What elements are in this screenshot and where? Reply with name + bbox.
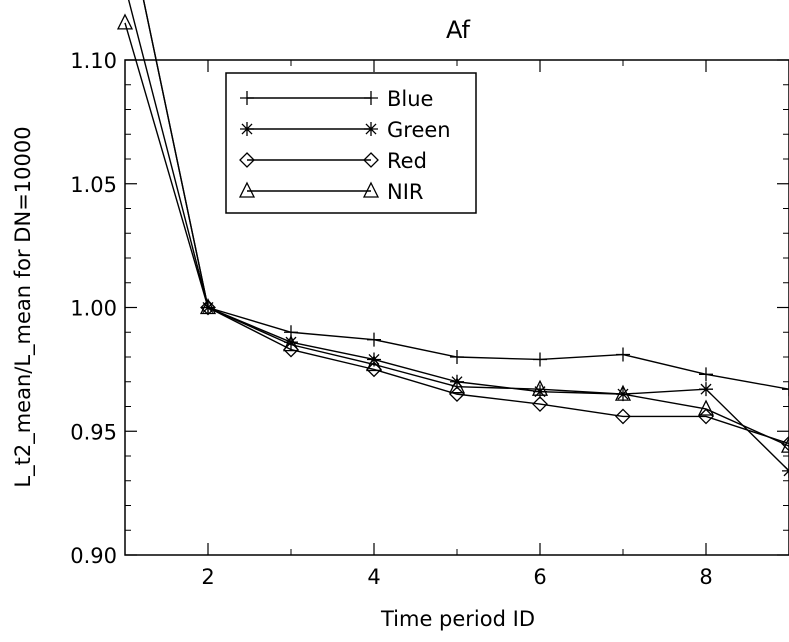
y-axis-label: L_t2_mean/L_mean for DN=10000 (11, 126, 36, 487)
y-tick-label: 1.10 (70, 49, 117, 73)
x-tick-label: 6 (533, 565, 546, 589)
data-point-blue (782, 382, 789, 397)
data-point-red (781, 435, 789, 452)
data-point-red (532, 396, 548, 412)
legend-label: Green (387, 118, 451, 142)
data-point-nir (614, 384, 632, 401)
data-point-nir (365, 354, 383, 372)
x-axis-label: Time period ID (380, 607, 535, 631)
legend-marker (364, 122, 378, 136)
legend-item-blue: Blue (240, 87, 433, 111)
data-point-red (615, 408, 631, 425)
axes: 2 4 6 8 0.90 0.95 1.00 1.05 1.10 (70, 49, 789, 589)
data-point-nir (448, 377, 466, 394)
data-point-nir (780, 436, 789, 453)
data-point-nir (531, 379, 549, 396)
x-tick-label: 8 (699, 565, 712, 589)
legend-box (225, 72, 477, 214)
data-point-green (450, 374, 464, 389)
legend: Blue Green Red NIR (225, 72, 477, 214)
data-point-nir (697, 399, 715, 416)
x-tick-label: 2 (201, 565, 214, 589)
chart-title: Af (446, 16, 471, 44)
data-point-red (200, 299, 216, 316)
x-tick-label: 4 (367, 565, 380, 589)
legend-marker (239, 152, 255, 168)
legend-marker (240, 91, 254, 105)
data-point-blue (533, 352, 547, 367)
legend-marker (363, 152, 379, 168)
data-point-nir (116, 13, 134, 30)
series-lines (116, 0, 789, 478)
data-point-blue (450, 350, 464, 364)
legend-item-nir: NIR (238, 180, 424, 204)
y-tick-label: 1.05 (70, 173, 117, 197)
legend-marker (240, 122, 254, 136)
legend-item-green: Green (240, 118, 451, 142)
data-point-green (533, 384, 547, 399)
data-point-blue (699, 367, 713, 382)
data-point-green (699, 382, 713, 397)
series-line-nir (124, 22, 789, 447)
data-point-green (367, 352, 381, 367)
legend-marker (362, 181, 380, 198)
series-nir (116, 13, 789, 453)
y-tick-label: 0.95 (70, 420, 117, 444)
legend-label: NIR (387, 180, 424, 204)
data-point-red (449, 386, 465, 403)
series-line-red (127, 0, 789, 445)
data-point-blue (616, 347, 630, 362)
y-tick-label: 1.00 (70, 297, 117, 321)
legend-item-red: Red (239, 149, 427, 173)
legend-marker (238, 181, 256, 198)
legend-label: Red (387, 149, 427, 173)
y-tick-label: 0.90 (70, 544, 117, 568)
data-point-blue (367, 332, 381, 347)
data-point-nir (282, 335, 300, 352)
data-point-red (698, 408, 714, 425)
legend-marker (364, 91, 378, 105)
legend-label: Blue (387, 87, 433, 111)
data-point-nir (199, 298, 217, 315)
